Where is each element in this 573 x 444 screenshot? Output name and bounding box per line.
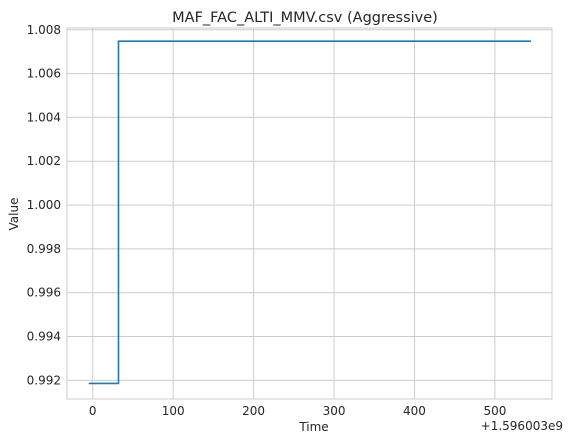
x-tick-label: 400 <box>403 404 426 418</box>
x-tick-labels: 0 100 200 300 400 500 <box>89 404 506 418</box>
y-tick-label: 0.992 <box>27 373 61 387</box>
y-tick-label: 1.004 <box>27 110 61 124</box>
y-tick-label: 0.994 <box>27 330 61 344</box>
x-tick-label: 300 <box>323 404 346 418</box>
plot-frame <box>66 27 553 400</box>
x-tick-label: 200 <box>242 404 265 418</box>
y-tick-label: 1.002 <box>27 154 61 168</box>
x-grid-lines <box>92 28 496 399</box>
y-grid-lines <box>67 29 552 381</box>
x-tick-label: 100 <box>162 404 185 418</box>
y-tick-label: 1.008 <box>27 23 61 37</box>
y-tick-label: 1.006 <box>27 67 61 81</box>
series-line <box>88 40 532 385</box>
y-tick-labels: 0.992 0.994 0.996 0.998 1.000 1.002 1.004 1.006… <box>27 23 61 388</box>
x-axis-label: Time <box>298 420 328 434</box>
x-tick-label: 0 <box>89 404 97 418</box>
x-tick-label: 500 <box>483 404 506 418</box>
y-tick-label: 0.998 <box>27 242 61 256</box>
x-offset-label: +1.596003e9 <box>481 419 563 433</box>
grid <box>67 28 552 399</box>
y-tick-label: 1.000 <box>27 198 61 212</box>
chart-title: MAF_FAC_ALTI_MMV.csv (Aggressive) <box>172 10 438 26</box>
y-axis-label: Value <box>7 198 21 231</box>
y-tick-label: 0.996 <box>27 286 61 300</box>
